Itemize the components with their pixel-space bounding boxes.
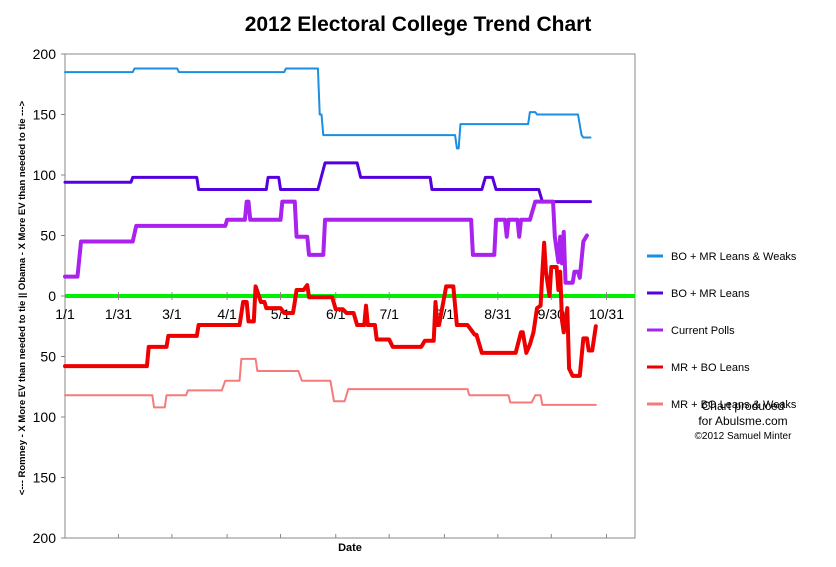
series-line-5 <box>64 357 597 409</box>
x-axis-label: Date <box>338 542 362 554</box>
y-tick-label: 150 <box>33 470 57 486</box>
credit-line-2: for Abulsme.com <box>698 414 787 428</box>
y-tick-label: 200 <box>33 530 57 546</box>
legend-label: MR + BO Leans <box>671 362 750 374</box>
y-axis-label: <--- Romney - X More EV than needed to t… <box>17 100 28 495</box>
y-tick-label: 150 <box>33 107 57 123</box>
series-lines <box>63 67 598 409</box>
x-tick-label: 3/1 <box>162 306 182 322</box>
chart-title: 2012 Electoral College Trend Chart <box>245 13 592 36</box>
legend-label: Current Polls <box>671 325 735 337</box>
x-tick-label: 8/31 <box>484 306 511 322</box>
x-tick-label: 1/1 <box>55 306 75 322</box>
legend: BO + MR Leans & Weaks BO + MR Leans Curren… <box>647 251 797 411</box>
x-tick-label: 7/1 <box>379 306 399 322</box>
x-tick-label: 1/31 <box>105 306 132 322</box>
x-axis: 1/1 1/31 3/1 4/1 5/1 6/1 7/1 8/1 8/31 9/30 10/31 <box>55 292 624 538</box>
series-line-4 <box>63 240 598 378</box>
y-tick-label: 50 <box>40 349 56 365</box>
credit-block: Chart produced for Abulsme.com ©2012 Sam… <box>695 399 793 442</box>
y-tick-label: 100 <box>33 167 57 183</box>
x-tick-label: 9/30 <box>538 306 565 322</box>
series-line-3 <box>63 199 589 285</box>
series-line-1 <box>64 67 592 150</box>
y-tick-label: 100 <box>33 409 57 425</box>
credit-line-1: Chart produced <box>702 399 785 413</box>
y-tick-label: 50 <box>40 228 56 244</box>
legend-label: BO + MR Leans & Weaks <box>671 251 797 263</box>
credit-line-3: ©2012 Samuel Minter <box>695 431 793 442</box>
y-tick-label: 200 <box>33 46 57 62</box>
y-tick-label: 0 <box>48 288 56 304</box>
y-axis: 200 150 100 50 0 50 100 150 200 <box>33 46 65 546</box>
x-tick-label: 10/31 <box>589 306 624 322</box>
legend-label: MR + BO Leans & Weaks <box>671 399 797 411</box>
legend-label: BO + MR Leans <box>671 288 750 300</box>
x-tick-label: 4/1 <box>217 306 237 322</box>
series-line-2 <box>63 161 592 204</box>
